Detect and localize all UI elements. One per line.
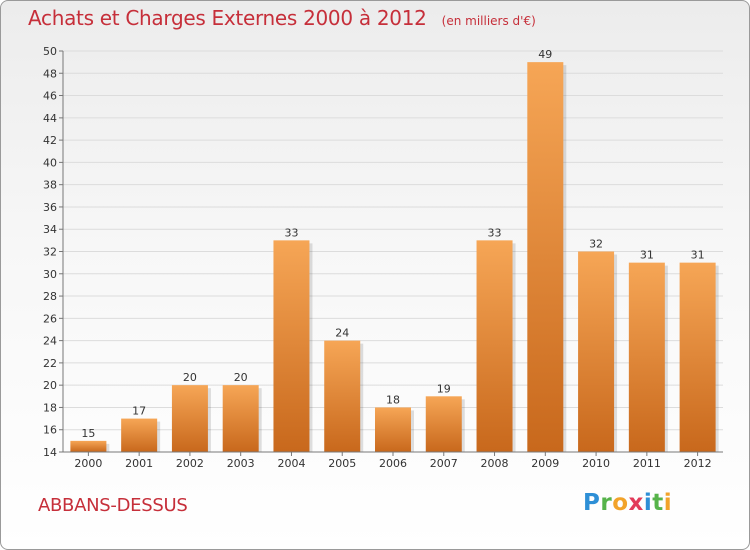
y-tick-label: 28 — [43, 290, 57, 303]
x-tick-label: 2011 — [633, 457, 661, 470]
y-tick-label: 34 — [43, 223, 57, 236]
x-tick-label: 2012 — [684, 457, 712, 470]
bar-value-label: 24 — [335, 327, 349, 340]
bar-value-label: 17 — [132, 405, 146, 418]
logo-letter: i — [643, 490, 653, 516]
bar-value-label: 19 — [437, 382, 451, 395]
logo-letter: o — [612, 490, 629, 516]
y-tick-label: 38 — [43, 179, 57, 192]
y-tick-label: 48 — [43, 67, 57, 80]
y-tick-label: 40 — [43, 156, 57, 169]
chart-title-block: Achats et Charges Externes 2000 à 2012 (… — [28, 6, 536, 30]
bar — [425, 396, 462, 452]
y-tick-label: 50 — [43, 45, 57, 58]
bar-value-label: 31 — [691, 249, 705, 262]
logo-letter: t — [652, 490, 664, 516]
bar — [476, 240, 513, 452]
y-tick-label: 16 — [43, 424, 57, 437]
bar-value-label: 15 — [81, 427, 95, 440]
y-tick-label: 18 — [43, 401, 57, 414]
y-tick-label: 26 — [43, 312, 57, 325]
proxiti-logo: Proxiti — [583, 490, 672, 516]
y-tick-label: 46 — [43, 90, 57, 103]
bar — [527, 62, 564, 453]
x-tick-label: 2003 — [227, 457, 255, 470]
bar — [324, 340, 361, 452]
logo-letter: P — [583, 490, 601, 516]
y-tick-label: 30 — [43, 268, 57, 281]
y-tick-label: 24 — [43, 335, 57, 348]
axes: 14 16 18 20 22 24 26 28 30 32 34 36 38 40 42 44 46 48 50 20… — [43, 45, 723, 470]
x-tick-label: 2008 — [481, 457, 509, 470]
y-tick-label: 36 — [43, 201, 57, 214]
bar-value-label: 33 — [488, 226, 502, 239]
y-tick-label: 20 — [43, 379, 57, 392]
x-tick-label: 2000 — [74, 457, 102, 470]
bar — [273, 240, 310, 452]
bar — [222, 385, 259, 452]
bar — [171, 385, 208, 452]
bars: 15 17 20 20 33 24 18 19 33 49 32 31 31 — [70, 48, 719, 453]
x-tick-label: 2001 — [125, 457, 153, 470]
bar-value-label: 20 — [183, 371, 197, 384]
y-tick-label: 44 — [43, 112, 57, 125]
bar-value-label: 31 — [640, 249, 654, 262]
bar — [578, 251, 615, 452]
chart-unit-label: (en milliers d'€) — [441, 14, 536, 28]
bar-value-label: 32 — [589, 238, 603, 251]
bar — [628, 262, 665, 452]
logo-letter: i — [663, 490, 673, 516]
bar-value-label: 20 — [234, 371, 248, 384]
x-tick-label: 2004 — [277, 457, 305, 470]
logo-letter: r — [600, 490, 613, 516]
x-tick-label: 2005 — [328, 457, 356, 470]
grid-lines — [63, 50, 723, 431]
bar — [375, 407, 411, 452]
bar-value-label: 18 — [386, 393, 400, 406]
commune-name: ABBANS-DESSUS — [38, 495, 188, 516]
x-tick-label: 2002 — [176, 457, 204, 470]
bar — [121, 418, 158, 452]
x-tick-label: 2009 — [531, 457, 559, 470]
y-tick-label: 32 — [43, 246, 57, 259]
bar — [70, 440, 107, 452]
y-tick-label: 14 — [43, 446, 57, 459]
bar-value-label: 33 — [284, 226, 298, 239]
y-tick-label: 22 — [43, 357, 57, 370]
bar — [679, 262, 716, 452]
logo-letter: x — [628, 490, 644, 516]
chart-title: Achats et Charges Externes 2000 à 2012 — [28, 6, 427, 30]
y-tick-label: 42 — [43, 134, 57, 147]
bar-value-label: 49 — [538, 48, 552, 61]
x-tick-label: 2010 — [582, 457, 610, 470]
x-tick-label: 2006 — [379, 457, 407, 470]
x-tick-label: 2007 — [430, 457, 458, 470]
